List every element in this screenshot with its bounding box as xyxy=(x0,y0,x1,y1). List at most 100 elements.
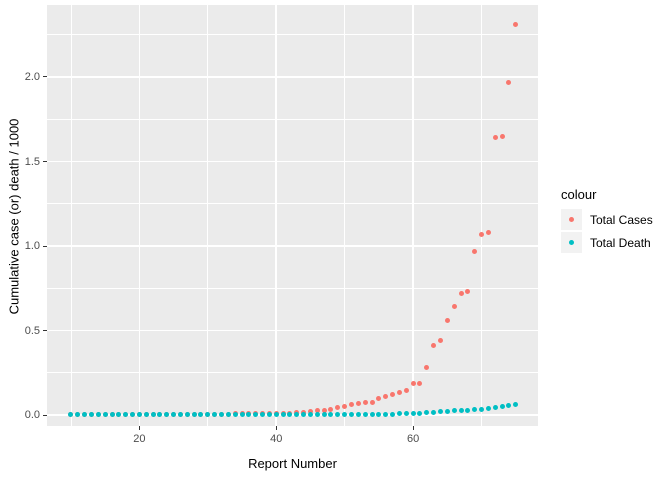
y-tick-mark xyxy=(43,245,47,247)
data-point-total-death xyxy=(68,412,74,418)
data-point-total-death xyxy=(266,412,272,418)
data-point-total-death xyxy=(506,403,512,409)
y-major-gridline xyxy=(47,245,538,247)
data-point-total-death xyxy=(431,409,437,415)
data-point-total-cases xyxy=(451,304,457,310)
data-point-total-death xyxy=(205,412,211,418)
data-point-total-death xyxy=(451,408,457,414)
data-point-total-death xyxy=(479,406,485,412)
data-point-total-death xyxy=(321,412,327,418)
data-point-total-death xyxy=(130,412,136,418)
data-point-total-cases xyxy=(321,407,327,413)
data-point-total-death xyxy=(273,412,279,418)
data-point-total-death xyxy=(485,405,491,411)
data-point-total-cases xyxy=(437,338,443,344)
data-point-total-death xyxy=(458,407,464,413)
data-point-total-death xyxy=(219,412,224,418)
plot-panel xyxy=(47,5,538,426)
data-point-total-death xyxy=(424,410,430,416)
y-tick-label: 2.0 xyxy=(24,70,40,83)
data-point-total-cases xyxy=(403,387,409,393)
data-point-total-death xyxy=(499,404,505,410)
data-point-total-death xyxy=(349,412,355,418)
legend-key-dot xyxy=(569,217,574,222)
data-point-total-death xyxy=(465,407,471,413)
data-point-total-cases xyxy=(383,394,389,400)
data-point-total-death xyxy=(143,412,149,418)
data-point-total-cases xyxy=(349,402,355,408)
y-minor-gridline xyxy=(47,118,538,120)
data-point-total-cases xyxy=(506,79,512,85)
data-point-total-cases xyxy=(369,399,375,405)
x-axis-title: Report Number xyxy=(248,456,337,471)
data-point-total-cases xyxy=(396,389,402,395)
data-point-total-death xyxy=(472,407,478,413)
data-point-total-cases xyxy=(492,135,498,141)
legend-item-label: Total Death xyxy=(590,235,651,250)
legend-key-swatch xyxy=(561,209,582,230)
x-minor-gridline xyxy=(344,5,346,426)
data-point-total-death xyxy=(225,412,231,418)
y-tick-label: 0.5 xyxy=(24,324,40,337)
y-major-gridline xyxy=(47,329,538,332)
y-major-gridline xyxy=(47,160,538,163)
data-point-total-death xyxy=(123,412,129,418)
data-point-total-cases xyxy=(314,408,320,414)
y-major-gridline xyxy=(47,76,538,78)
data-point-total-death xyxy=(157,412,163,418)
data-point-total-death xyxy=(253,412,259,418)
data-point-total-death xyxy=(335,412,341,418)
data-point-total-death xyxy=(314,412,320,418)
y-minor-gridline xyxy=(47,287,538,289)
data-point-total-death xyxy=(246,412,252,418)
data-point-total-death xyxy=(198,412,204,418)
data-point-total-death xyxy=(403,411,409,417)
data-point-total-cases xyxy=(424,365,430,371)
data-point-total-death xyxy=(136,412,142,418)
data-point-total-death xyxy=(307,412,313,418)
data-point-total-death xyxy=(417,410,423,416)
y-minor-gridline xyxy=(47,34,538,36)
x-minor-gridline xyxy=(70,5,72,426)
data-point-total-death xyxy=(116,412,122,418)
data-point-total-cases xyxy=(472,248,478,254)
y-tick-label: 1.5 xyxy=(24,155,40,168)
data-point-total-cases xyxy=(390,391,396,397)
legend-key-dot xyxy=(569,240,574,245)
y-minor-gridline xyxy=(47,203,538,205)
y-tick-mark xyxy=(43,414,47,416)
data-point-total-death xyxy=(191,412,197,418)
data-point-total-cases xyxy=(355,401,361,407)
data-point-total-death xyxy=(82,412,88,418)
data-point-total-cases xyxy=(335,405,341,411)
data-point-total-cases xyxy=(307,409,313,415)
legend-title: colour xyxy=(561,187,597,202)
data-point-total-cases xyxy=(513,22,519,28)
data-point-total-death xyxy=(102,412,108,418)
y-tick-label: 1.0 xyxy=(24,240,40,252)
x-tick-mark xyxy=(275,426,277,430)
data-point-total-cases xyxy=(431,343,437,349)
data-point-total-cases xyxy=(410,380,416,386)
legend-item-1: Total Death xyxy=(561,232,653,253)
y-tick-mark xyxy=(43,76,47,78)
data-point-total-cases xyxy=(328,407,334,413)
data-point-total-death xyxy=(444,408,450,414)
data-point-total-death xyxy=(109,412,115,418)
data-point-total-cases xyxy=(444,317,450,323)
data-point-total-death xyxy=(376,411,382,417)
data-point-total-death xyxy=(437,409,443,415)
data-point-total-death xyxy=(280,412,286,418)
y-major-gridline xyxy=(47,414,538,416)
data-point-total-cases xyxy=(362,400,368,406)
legend-item-label: Total Cases xyxy=(590,212,653,227)
y-tick-mark xyxy=(43,330,47,331)
data-point-total-death xyxy=(383,411,389,417)
data-point-total-death xyxy=(342,412,348,418)
y-tick-mark xyxy=(43,161,47,162)
data-point-total-cases xyxy=(376,396,382,402)
data-point-total-death xyxy=(260,412,266,418)
y-minor-gridline xyxy=(47,372,538,374)
data-point-total-death xyxy=(95,412,101,418)
